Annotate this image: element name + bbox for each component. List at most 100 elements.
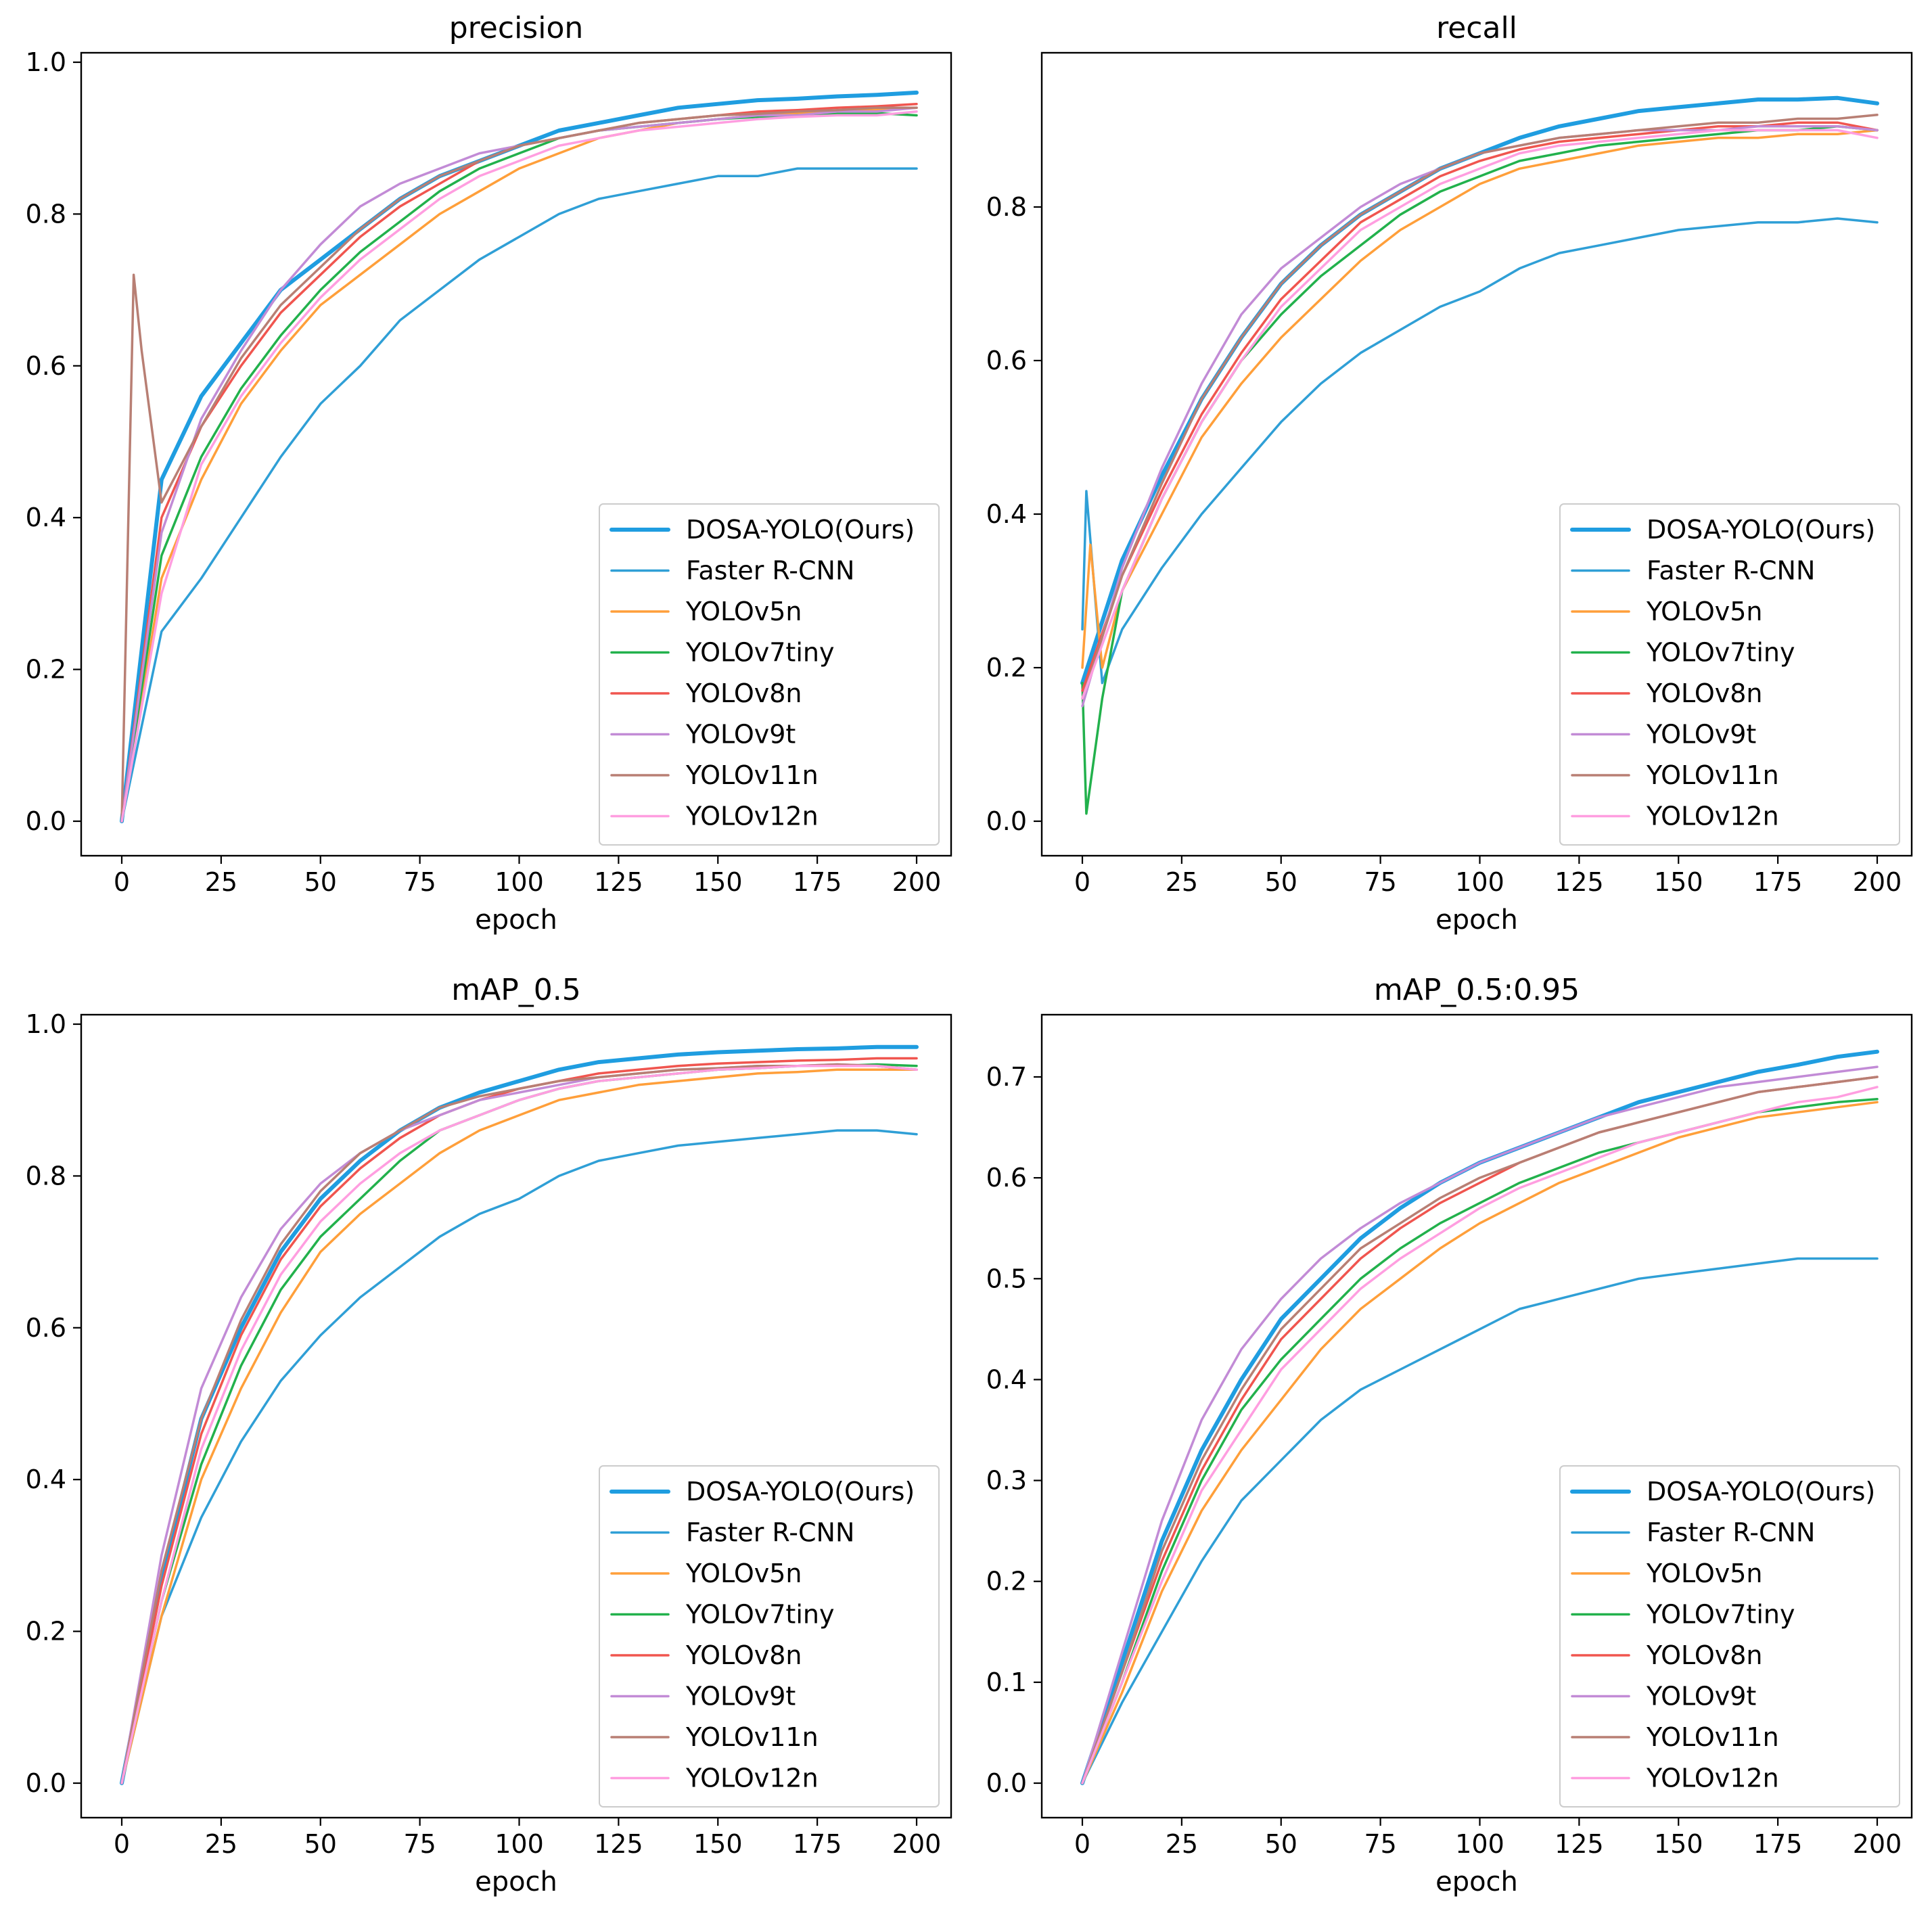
legend-label: YOLOv11n (1646, 760, 1779, 790)
legend-label: YOLOv7tiny (685, 638, 834, 668)
y-tick-label: 0.1 (986, 1667, 1027, 1697)
series-group (1080, 1049, 1879, 1785)
legend-label: YOLOv5n (685, 597, 802, 626)
legend-box (599, 503, 940, 846)
y-tick-label: 0.2 (26, 655, 66, 685)
legend-label: YOLOv12n (685, 802, 819, 831)
series-line-yolov11n (120, 106, 918, 823)
x-tick-label: 175 (1753, 867, 1803, 897)
plot-frame (80, 1013, 952, 1819)
legend-box (1559, 1465, 1900, 1808)
x-tick-label: 150 (1654, 867, 1703, 897)
y-tick-label: 0.3 (986, 1466, 1027, 1496)
y-tick-label: 0.0 (986, 806, 1027, 836)
legend: DOSA-YOLO(Ours) Faster R-CNN YOLOv5n YOLOv7… (599, 1465, 940, 1808)
legend-label: YOLOv12n (1646, 802, 1779, 831)
legend-label: YOLOv11n (685, 760, 819, 790)
legend-label: Faster R-CNN (1647, 1518, 1815, 1548)
y-tick-label: 0.0 (26, 1768, 66, 1798)
y-tick-label: 0.4 (986, 499, 1027, 529)
legend-label: YOLOv8n (685, 678, 802, 708)
series-line-yolov12n (1081, 129, 1879, 700)
x-axis-label: epoch (1435, 1866, 1518, 1897)
series-group (120, 90, 919, 823)
x-tick-label: 100 (495, 867, 544, 897)
series-line-faster-r-cnn (120, 167, 918, 823)
x-tick-label: 175 (793, 1829, 842, 1859)
chart-panel-0: precision 0 25 50 75 100 125 150 175 200 epoch 0.0 0… (26, 11, 952, 936)
x-tick-label: 0 (114, 867, 130, 897)
x-tick-label: 0 (1074, 867, 1090, 897)
series-line-yolov12n (1081, 1086, 1879, 1785)
x-tick-label: 125 (1555, 1829, 1604, 1859)
legend-label: Faster R-CNN (1647, 556, 1815, 586)
legend-label: YOLOv7tiny (1646, 638, 1795, 668)
x-tick-label: 0 (114, 1829, 130, 1859)
legend-label: YOLOv11n (685, 1722, 819, 1752)
x-tick-label: 25 (205, 867, 237, 897)
series-line-yolov5n (1081, 129, 1879, 669)
y-tick-label: 0.8 (986, 192, 1027, 222)
y-tick-label: 0.4 (26, 503, 66, 532)
series-line-yolov11n (1081, 114, 1879, 700)
chart-panel-3: mAP_0.5:0.95 0 25 50 75 100 125 150 175 200 epoch 0… (986, 973, 1913, 1897)
y-tick-label: 0.4 (26, 1465, 66, 1494)
series-line-yolov5n (120, 1068, 918, 1785)
series-line-faster-r-cnn (1081, 217, 1879, 685)
legend-label: DOSA-YOLO(Ours) (686, 515, 915, 545)
x-tick-label: 150 (693, 1829, 743, 1859)
legend-label: YOLOv9t (1646, 720, 1756, 750)
legend-label: YOLOv9t (685, 1682, 796, 1711)
series-line-yolov8n (1081, 121, 1879, 692)
legend-label: YOLOv7tiny (685, 1600, 834, 1630)
x-tick-label: 150 (1654, 1829, 1703, 1859)
legend-label: DOSA-YOLO(Ours) (686, 1477, 915, 1506)
x-tick-label: 50 (1265, 1829, 1297, 1859)
x-tick-label: 25 (205, 1829, 237, 1859)
x-axis-label: epoch (1435, 904, 1518, 936)
legend: DOSA-YOLO(Ours) Faster R-CNN YOLOv5n YOLOv7… (1559, 503, 1900, 846)
legend-label: YOLOv8n (1646, 1640, 1763, 1670)
series-line-yolov5n (1081, 1101, 1879, 1785)
series-line-yolov12n (120, 110, 918, 823)
legend-box (1559, 503, 1900, 846)
legend-label: YOLOv8n (685, 1640, 802, 1670)
x-tick-label: 125 (594, 867, 643, 897)
legend-label: YOLOv9t (1646, 1682, 1756, 1711)
legend-label: YOLOv12n (685, 1764, 819, 1793)
x-tick-label: 150 (693, 867, 743, 897)
legend-label: YOLOv12n (1646, 1764, 1779, 1793)
legend-label: YOLOv5n (1646, 597, 1763, 626)
plot-frame (80, 51, 952, 857)
x-tick-label: 0 (1074, 1829, 1090, 1859)
plot-frame (1040, 1013, 1913, 1819)
legend: DOSA-YOLO(Ours) Faster R-CNN YOLOv5n YOLOv7… (599, 503, 940, 846)
y-tick-label: 0.2 (986, 653, 1027, 683)
x-tick-label: 125 (1555, 867, 1604, 897)
y-tick-label: 0.6 (26, 351, 66, 381)
series-line-faster-r-cnn (120, 1129, 918, 1785)
x-tick-label: 50 (304, 1829, 337, 1859)
x-tick-label: 25 (1166, 1829, 1198, 1859)
legend-label: DOSA-YOLO(Ours) (1647, 1477, 1875, 1506)
y-tick-label: 0.6 (986, 346, 1027, 375)
chart-title: recall (1436, 11, 1517, 45)
series-group (120, 1044, 919, 1785)
x-axis-label: epoch (475, 904, 557, 936)
x-tick-label: 175 (793, 867, 842, 897)
series-line-faster-r-cnn (1081, 1257, 1879, 1785)
series-group (1080, 95, 1879, 815)
x-tick-label: 75 (403, 1829, 436, 1859)
y-tick-label: 0.4 (986, 1364, 1027, 1394)
series-line-yolov11n (1081, 1076, 1879, 1785)
plot-frame (1040, 51, 1913, 857)
legend-label: YOLOv11n (1646, 1722, 1779, 1752)
x-tick-label: 125 (594, 1829, 643, 1859)
x-tick-label: 25 (1166, 867, 1198, 897)
y-tick-label: 0.5 (986, 1264, 1027, 1293)
legend-label: YOLOv5n (1646, 1559, 1763, 1588)
series-line-yolov9t (1081, 1065, 1879, 1785)
series-line-yolov12n (120, 1064, 918, 1785)
legend-label: YOLOv5n (685, 1559, 802, 1588)
